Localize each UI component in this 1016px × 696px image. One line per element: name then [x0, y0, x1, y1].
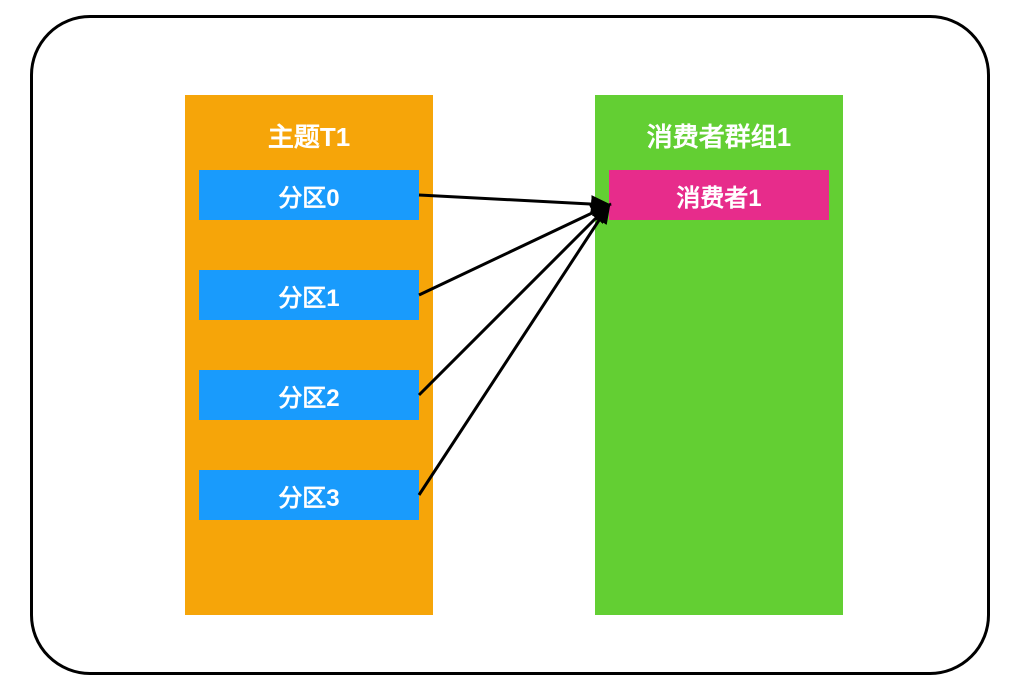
topic-title: 主题T1	[185, 117, 433, 154]
partition: 分区2	[199, 370, 419, 420]
diagram-frame	[30, 15, 990, 675]
topic-column: 主题T1 分区0 分区1 分区2 分区3	[185, 95, 433, 615]
consumer-group-column: 消费者群组1 消费者1	[595, 95, 843, 615]
consumer: 消费者1	[609, 170, 829, 220]
partition: 分区3	[199, 470, 419, 520]
consumer-group-title: 消费者群组1	[595, 117, 843, 154]
partition: 分区0	[199, 170, 419, 220]
partition: 分区1	[199, 270, 419, 320]
